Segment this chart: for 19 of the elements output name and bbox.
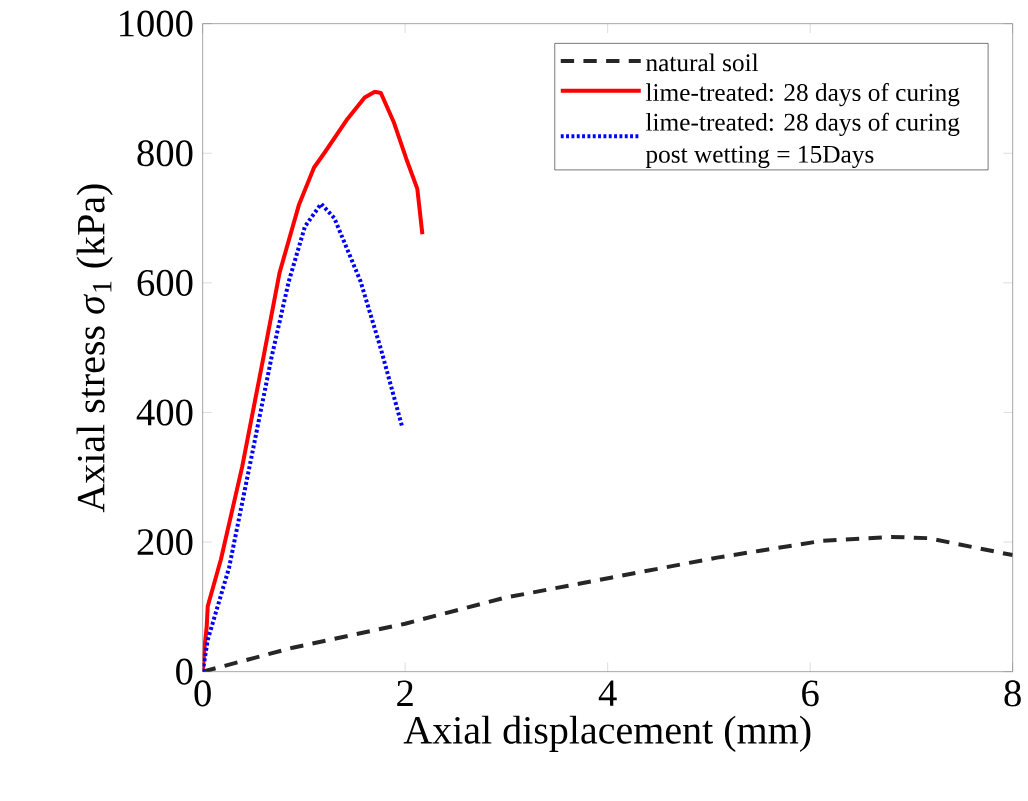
y-tick-label: 400 — [136, 399, 193, 426]
y-tick-label: 800 — [137, 140, 193, 167]
line-series — [202, 89, 425, 672]
y-tick-label: 200 — [137, 529, 193, 556]
line-series — [202, 534, 1013, 672]
x-tick-label: 2 — [397, 680, 413, 706]
y-tick-label: 1000 — [120, 10, 193, 37]
line-series — [202, 201, 405, 672]
x-tick-label: 0 — [194, 680, 211, 707]
y-axis-title: Axial stress σ$_{1}$ (kPa) — [76, 184, 113, 513]
x-tick-label: 6 — [802, 680, 819, 707]
legend-label: lime-treated: 28 days of curing — [645, 83, 960, 107]
x-axis-title: Axial displacement (mm) — [403, 715, 811, 752]
x-tick-label: 8 — [1004, 680, 1021, 707]
y-tick-label: 0 — [176, 658, 193, 685]
legend-label: natural soil — [646, 53, 759, 72]
y-tick-label: 600 — [137, 269, 193, 296]
x-tick-label: 4 — [598, 680, 617, 706]
legend-label: lime-treated: 28 days of curing post wetting = 15Days — [645, 112, 960, 169]
